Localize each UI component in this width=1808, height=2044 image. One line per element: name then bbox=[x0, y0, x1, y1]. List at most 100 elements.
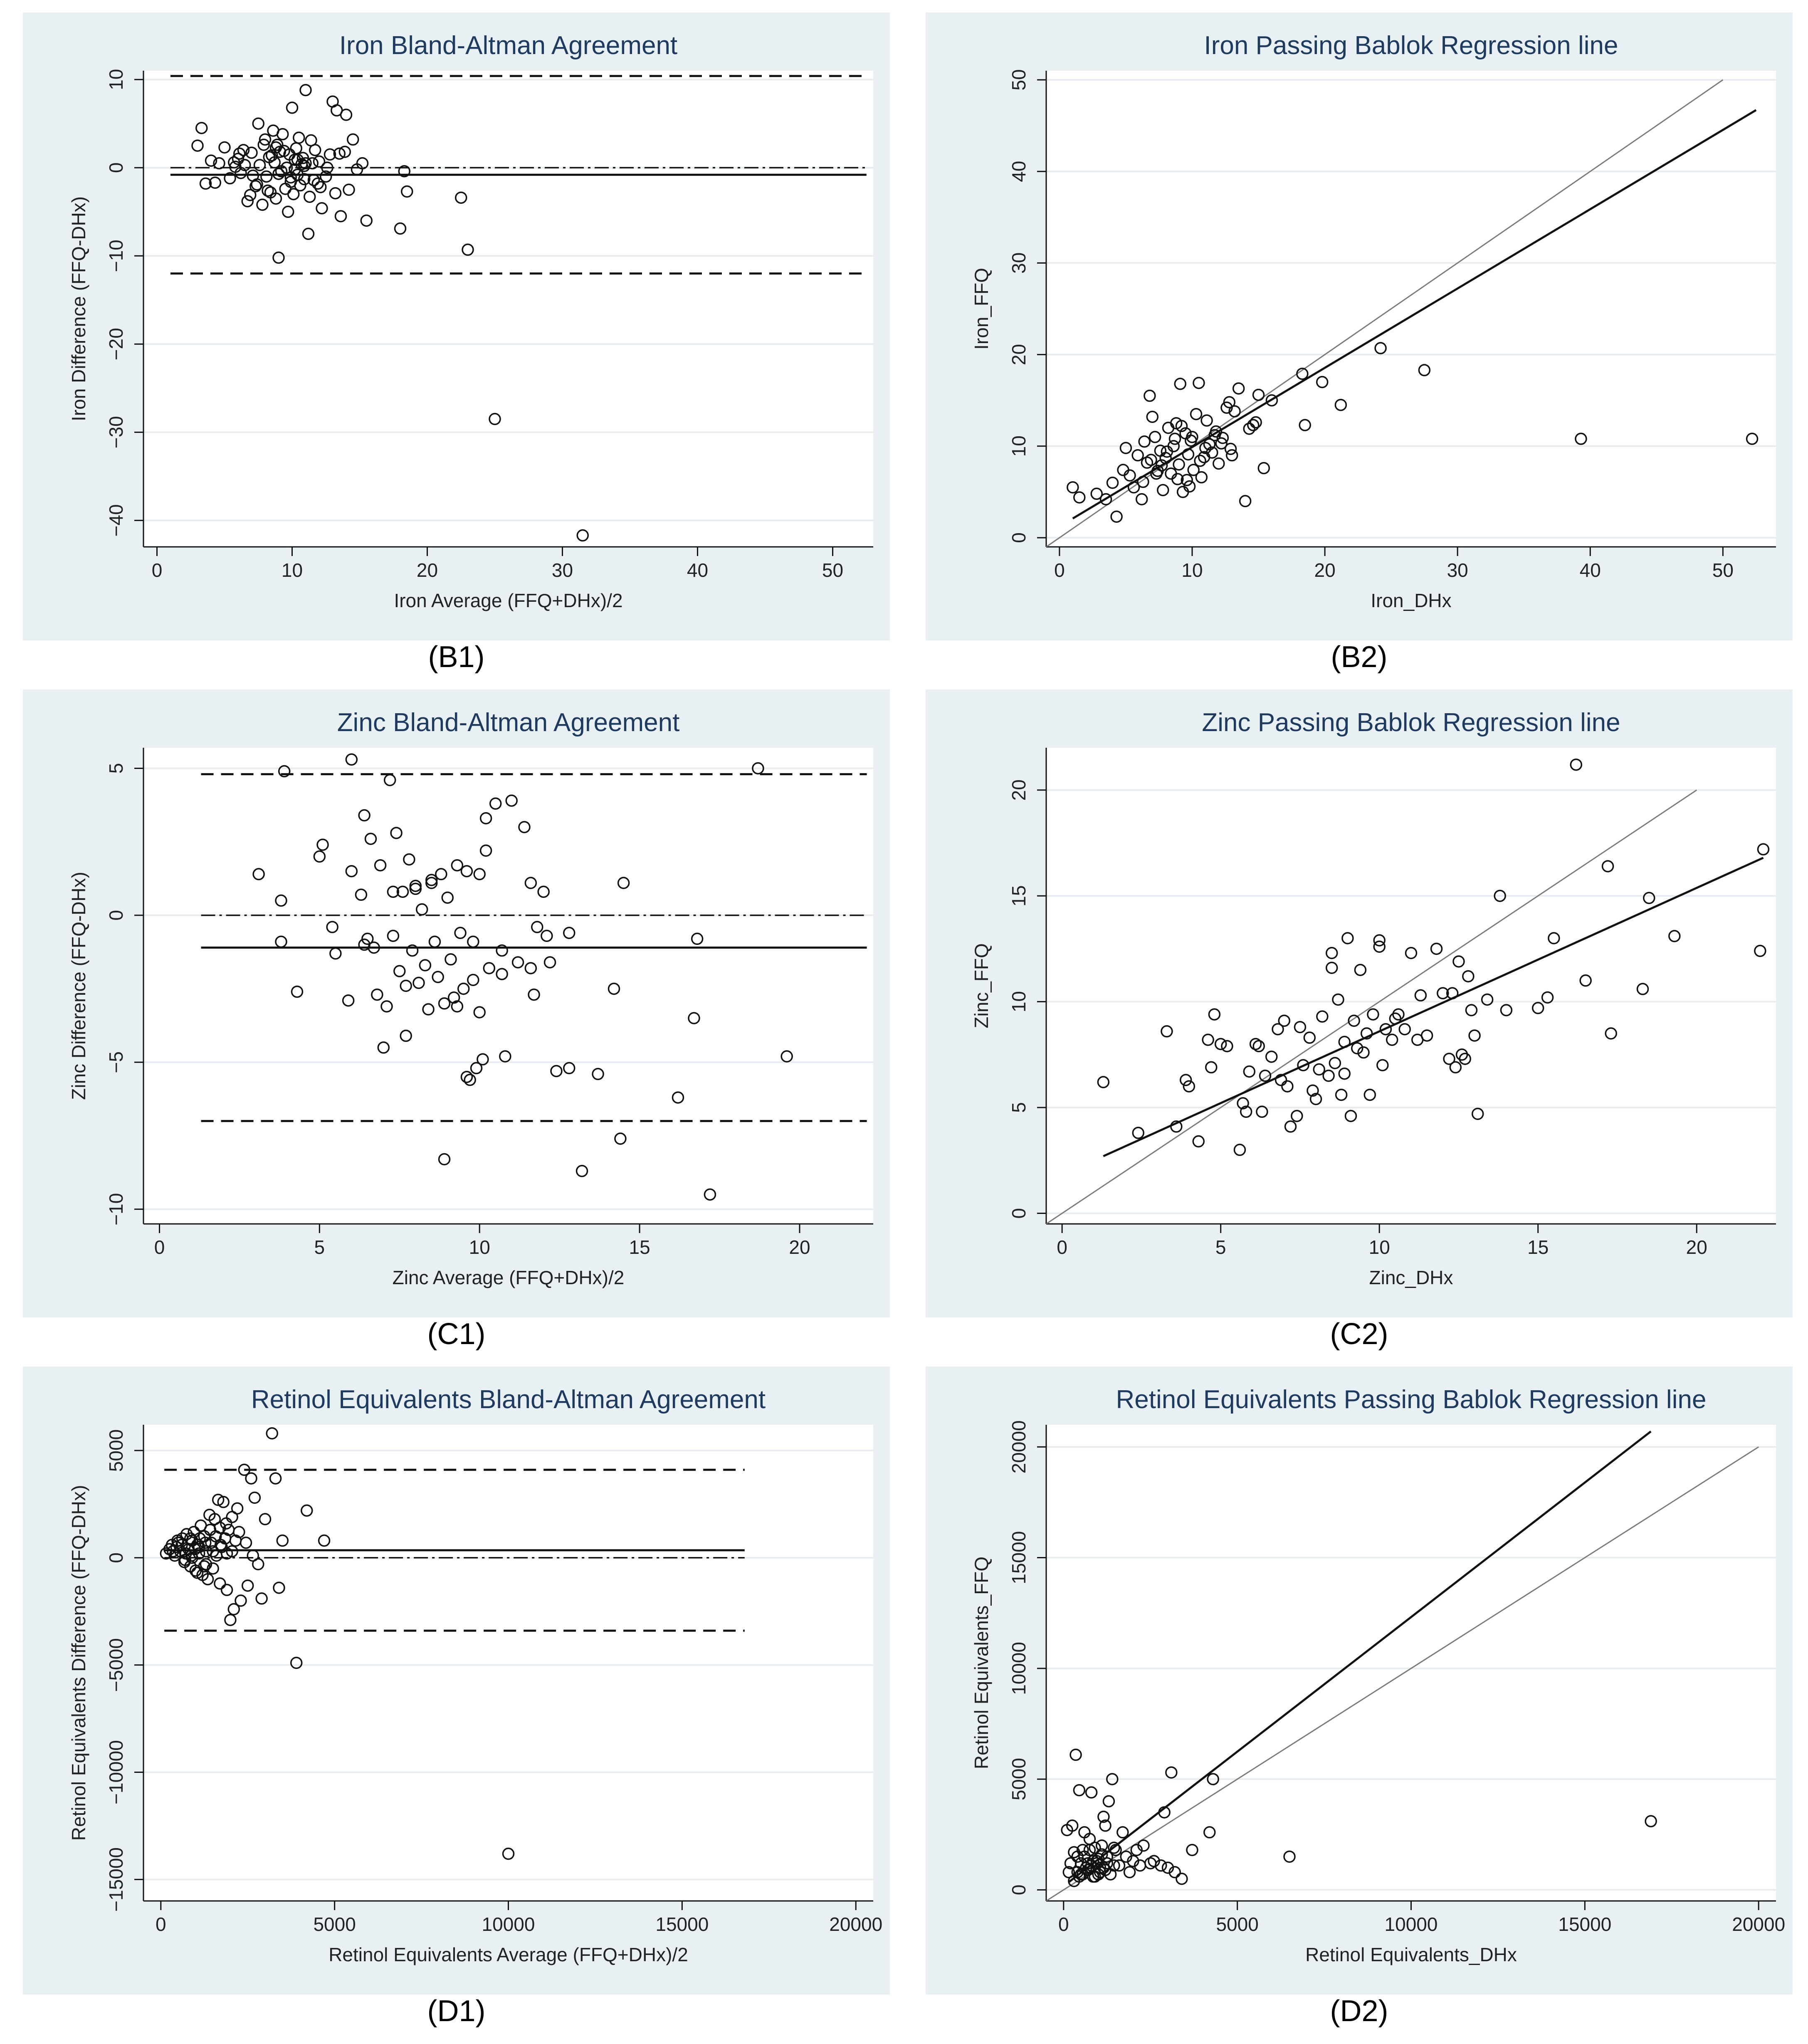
data-point bbox=[1579, 974, 1592, 987]
data-point bbox=[326, 921, 338, 933]
data-point bbox=[1252, 388, 1265, 401]
y-tick-label: 5 bbox=[1008, 1102, 1030, 1113]
x-tick-label: 50 bbox=[822, 559, 843, 581]
data-point bbox=[1097, 1810, 1110, 1823]
data-point bbox=[377, 1041, 390, 1054]
data-point bbox=[1225, 449, 1238, 462]
data-point bbox=[1203, 438, 1216, 451]
data-point bbox=[1367, 1008, 1379, 1021]
data-point bbox=[1085, 1786, 1098, 1799]
data-point bbox=[1601, 860, 1614, 872]
x-tick-label: 15000 bbox=[1558, 1913, 1611, 1935]
data-point bbox=[1181, 474, 1193, 487]
data-point bbox=[1124, 469, 1136, 482]
x-axis-label: Retinol Equivalents_DHx bbox=[1305, 1944, 1517, 1965]
data-point bbox=[1247, 419, 1260, 431]
data-point bbox=[201, 1573, 214, 1586]
data-point bbox=[294, 179, 306, 192]
data-point bbox=[1113, 1859, 1126, 1872]
data-point bbox=[251, 178, 263, 191]
data-point bbox=[278, 765, 291, 778]
data-point bbox=[1138, 435, 1151, 448]
data-point bbox=[212, 1493, 225, 1506]
y-tick-label: 30 bbox=[1008, 252, 1030, 274]
data-point bbox=[282, 205, 294, 218]
data-point bbox=[345, 753, 358, 766]
data-point bbox=[252, 868, 265, 880]
data-point bbox=[227, 1603, 240, 1616]
data-point bbox=[460, 1070, 473, 1083]
identity-line bbox=[1046, 789, 1697, 1224]
data-point bbox=[1249, 1038, 1262, 1050]
data-point bbox=[1240, 1105, 1252, 1118]
data-point bbox=[1645, 1815, 1657, 1828]
panel-c1: 0 5 10 15 20 5 0 −5 −10 Zinc Bland-Altman Agreeme… bbox=[23, 690, 890, 1317]
y-tick-label: 15000 bbox=[1008, 1531, 1030, 1584]
data-point bbox=[412, 976, 425, 989]
y-tick-label: −10 bbox=[105, 240, 127, 272]
data-point bbox=[1109, 1844, 1122, 1856]
data-point bbox=[390, 827, 403, 839]
data-point bbox=[302, 227, 315, 240]
data-point bbox=[704, 1188, 716, 1201]
data-point bbox=[1283, 1850, 1296, 1863]
data-point bbox=[1313, 1063, 1325, 1076]
y-axis-label: Iron_FFQ bbox=[971, 268, 992, 350]
y-axis-label: Retinol Equivalents Difference (FFQ-DHx) bbox=[68, 1485, 89, 1841]
data-point bbox=[241, 195, 254, 208]
data-point bbox=[191, 139, 204, 152]
y-tick-label: −15000 bbox=[105, 1847, 127, 1912]
data-point bbox=[301, 1504, 313, 1517]
data-point bbox=[1223, 396, 1236, 408]
data-point bbox=[256, 198, 269, 211]
data-point bbox=[1243, 1065, 1256, 1078]
data-point bbox=[1284, 1120, 1297, 1133]
data-point bbox=[220, 1547, 233, 1560]
data-point bbox=[276, 1534, 289, 1547]
data-point bbox=[479, 844, 492, 857]
data-point bbox=[1296, 368, 1309, 380]
y-tick-label: −5 bbox=[105, 1051, 127, 1073]
data-point bbox=[1250, 416, 1262, 429]
x-tick-label: 0 bbox=[1058, 1913, 1069, 1935]
x-axis-label: Zinc_DHx bbox=[1369, 1267, 1453, 1288]
data-point bbox=[191, 1567, 204, 1579]
data-point bbox=[541, 929, 553, 942]
x-tick-label: 10 bbox=[282, 559, 303, 581]
data-point bbox=[255, 1592, 268, 1605]
chart-title: Retinol Equivalents Passing Bablok Regre… bbox=[1116, 1385, 1707, 1414]
data-point bbox=[401, 185, 413, 198]
data-point bbox=[1272, 1023, 1284, 1036]
data-point bbox=[1116, 1826, 1129, 1839]
data-point bbox=[1541, 991, 1554, 1004]
data-point bbox=[1208, 1008, 1221, 1021]
data-point bbox=[1106, 1773, 1119, 1785]
x-axis-label: Zinc Average (FFQ+DHx)/2 bbox=[393, 1267, 625, 1288]
data-point bbox=[1430, 942, 1443, 955]
data-point bbox=[320, 170, 332, 183]
data-point bbox=[438, 1153, 451, 1166]
data-point bbox=[231, 1502, 244, 1515]
data-point bbox=[1149, 431, 1161, 443]
data-point bbox=[1202, 1033, 1214, 1046]
data-point bbox=[1123, 1866, 1136, 1878]
data-point bbox=[167, 1545, 179, 1558]
data-point bbox=[305, 134, 317, 147]
data-point bbox=[592, 1068, 604, 1080]
data-point bbox=[324, 148, 336, 161]
data-point bbox=[1215, 437, 1228, 450]
data-point bbox=[499, 1050, 511, 1063]
data-point bbox=[1193, 377, 1205, 389]
data-point bbox=[1309, 1093, 1322, 1105]
data-point bbox=[398, 165, 410, 178]
data-point bbox=[1157, 484, 1169, 497]
data-point bbox=[244, 189, 257, 201]
data-point bbox=[460, 865, 473, 877]
regression-line bbox=[1103, 857, 1764, 1157]
data-point bbox=[1373, 940, 1386, 953]
data-point bbox=[232, 153, 245, 165]
data-point bbox=[462, 243, 474, 256]
data-point bbox=[1090, 1857, 1103, 1870]
data-point bbox=[1083, 1844, 1096, 1856]
x-tick-label: 5000 bbox=[1216, 1913, 1258, 1935]
